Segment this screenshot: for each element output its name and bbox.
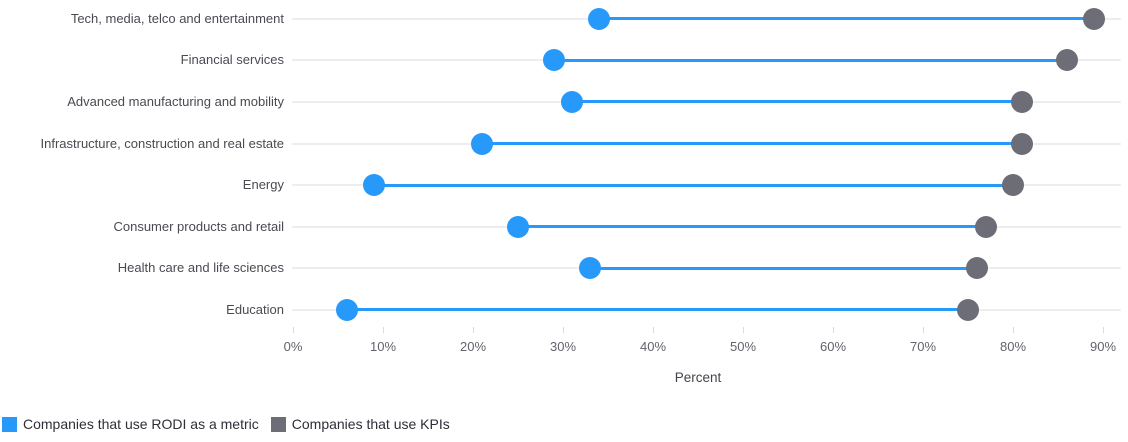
legend-label-kpi: Companies that use KPIs bbox=[291, 416, 450, 432]
connector-line bbox=[482, 142, 1022, 145]
connector-line bbox=[518, 225, 986, 229]
category-label: Education bbox=[226, 301, 284, 317]
legend: Companies that use RODI as a metric Comp… bbox=[2, 416, 450, 432]
kpi-dot bbox=[957, 298, 979, 321]
category-label: Tech, media, telco and entertainment bbox=[70, 10, 284, 26]
connector-line bbox=[590, 266, 977, 270]
x-tick-label: 40% bbox=[639, 339, 667, 354]
x-tick bbox=[833, 327, 834, 333]
x-tick bbox=[743, 327, 744, 333]
category-label: Financial services bbox=[180, 52, 284, 68]
x-tick-label: 20% bbox=[459, 339, 487, 354]
legend-item-kpi: Companies that use KPIs bbox=[270, 416, 450, 432]
legend-label-rodi: Companies that use RODI as a metric bbox=[23, 416, 259, 432]
category-label: Infrastructure, construction and real es… bbox=[40, 135, 284, 151]
kpi-dot bbox=[1002, 174, 1024, 197]
legend-item-rodi: Companies that use RODI as a metric bbox=[2, 416, 259, 432]
x-tick-label: 80% bbox=[999, 339, 1027, 354]
rodi-dot bbox=[579, 257, 601, 280]
connector-line bbox=[572, 100, 1022, 104]
legend-swatch-rodi bbox=[2, 416, 17, 432]
connector-line bbox=[599, 17, 1094, 21]
x-tick bbox=[923, 327, 924, 333]
rodi-dot bbox=[588, 7, 610, 30]
x-tick-label: 0% bbox=[283, 339, 303, 354]
x-tick-label: 90% bbox=[1089, 339, 1117, 354]
connector-line bbox=[554, 58, 1067, 62]
category-label: Advanced manufacturing and mobility bbox=[67, 93, 284, 109]
x-tick-label: 30% bbox=[549, 339, 577, 354]
kpi-dot bbox=[1083, 7, 1105, 30]
x-tick bbox=[1103, 327, 1104, 333]
rodi-dot bbox=[543, 49, 565, 72]
x-tick-label: 50% bbox=[729, 339, 757, 354]
x-tick bbox=[1013, 327, 1014, 333]
x-tick-label: 60% bbox=[819, 339, 847, 354]
x-tick bbox=[293, 327, 294, 333]
kpi-dot bbox=[1011, 90, 1033, 113]
legend-swatch-kpi bbox=[270, 416, 286, 432]
x-tick-label: 10% bbox=[369, 339, 397, 354]
rodi-dot bbox=[561, 90, 583, 113]
category-label: Energy bbox=[242, 177, 284, 193]
rodi-dot bbox=[363, 174, 385, 197]
connector-line bbox=[347, 308, 968, 312]
kpi-dot bbox=[975, 215, 997, 238]
x-axis-title: Percent bbox=[674, 370, 722, 385]
connector-line bbox=[374, 183, 1013, 187]
x-tick bbox=[653, 327, 654, 333]
rodi-dot bbox=[507, 215, 529, 238]
kpi-dot bbox=[1056, 49, 1078, 72]
category-label: Consumer products and retail bbox=[113, 218, 284, 234]
x-tick bbox=[563, 327, 564, 333]
x-tick bbox=[383, 327, 384, 333]
category-label: Health care and life sciences bbox=[117, 260, 284, 276]
kpi-dot bbox=[966, 257, 988, 280]
x-tick bbox=[473, 327, 474, 333]
x-tick-label: 70% bbox=[909, 339, 937, 354]
rodi-dot bbox=[471, 132, 493, 155]
kpi-dot bbox=[1011, 132, 1033, 155]
rodi-dot bbox=[336, 298, 358, 321]
